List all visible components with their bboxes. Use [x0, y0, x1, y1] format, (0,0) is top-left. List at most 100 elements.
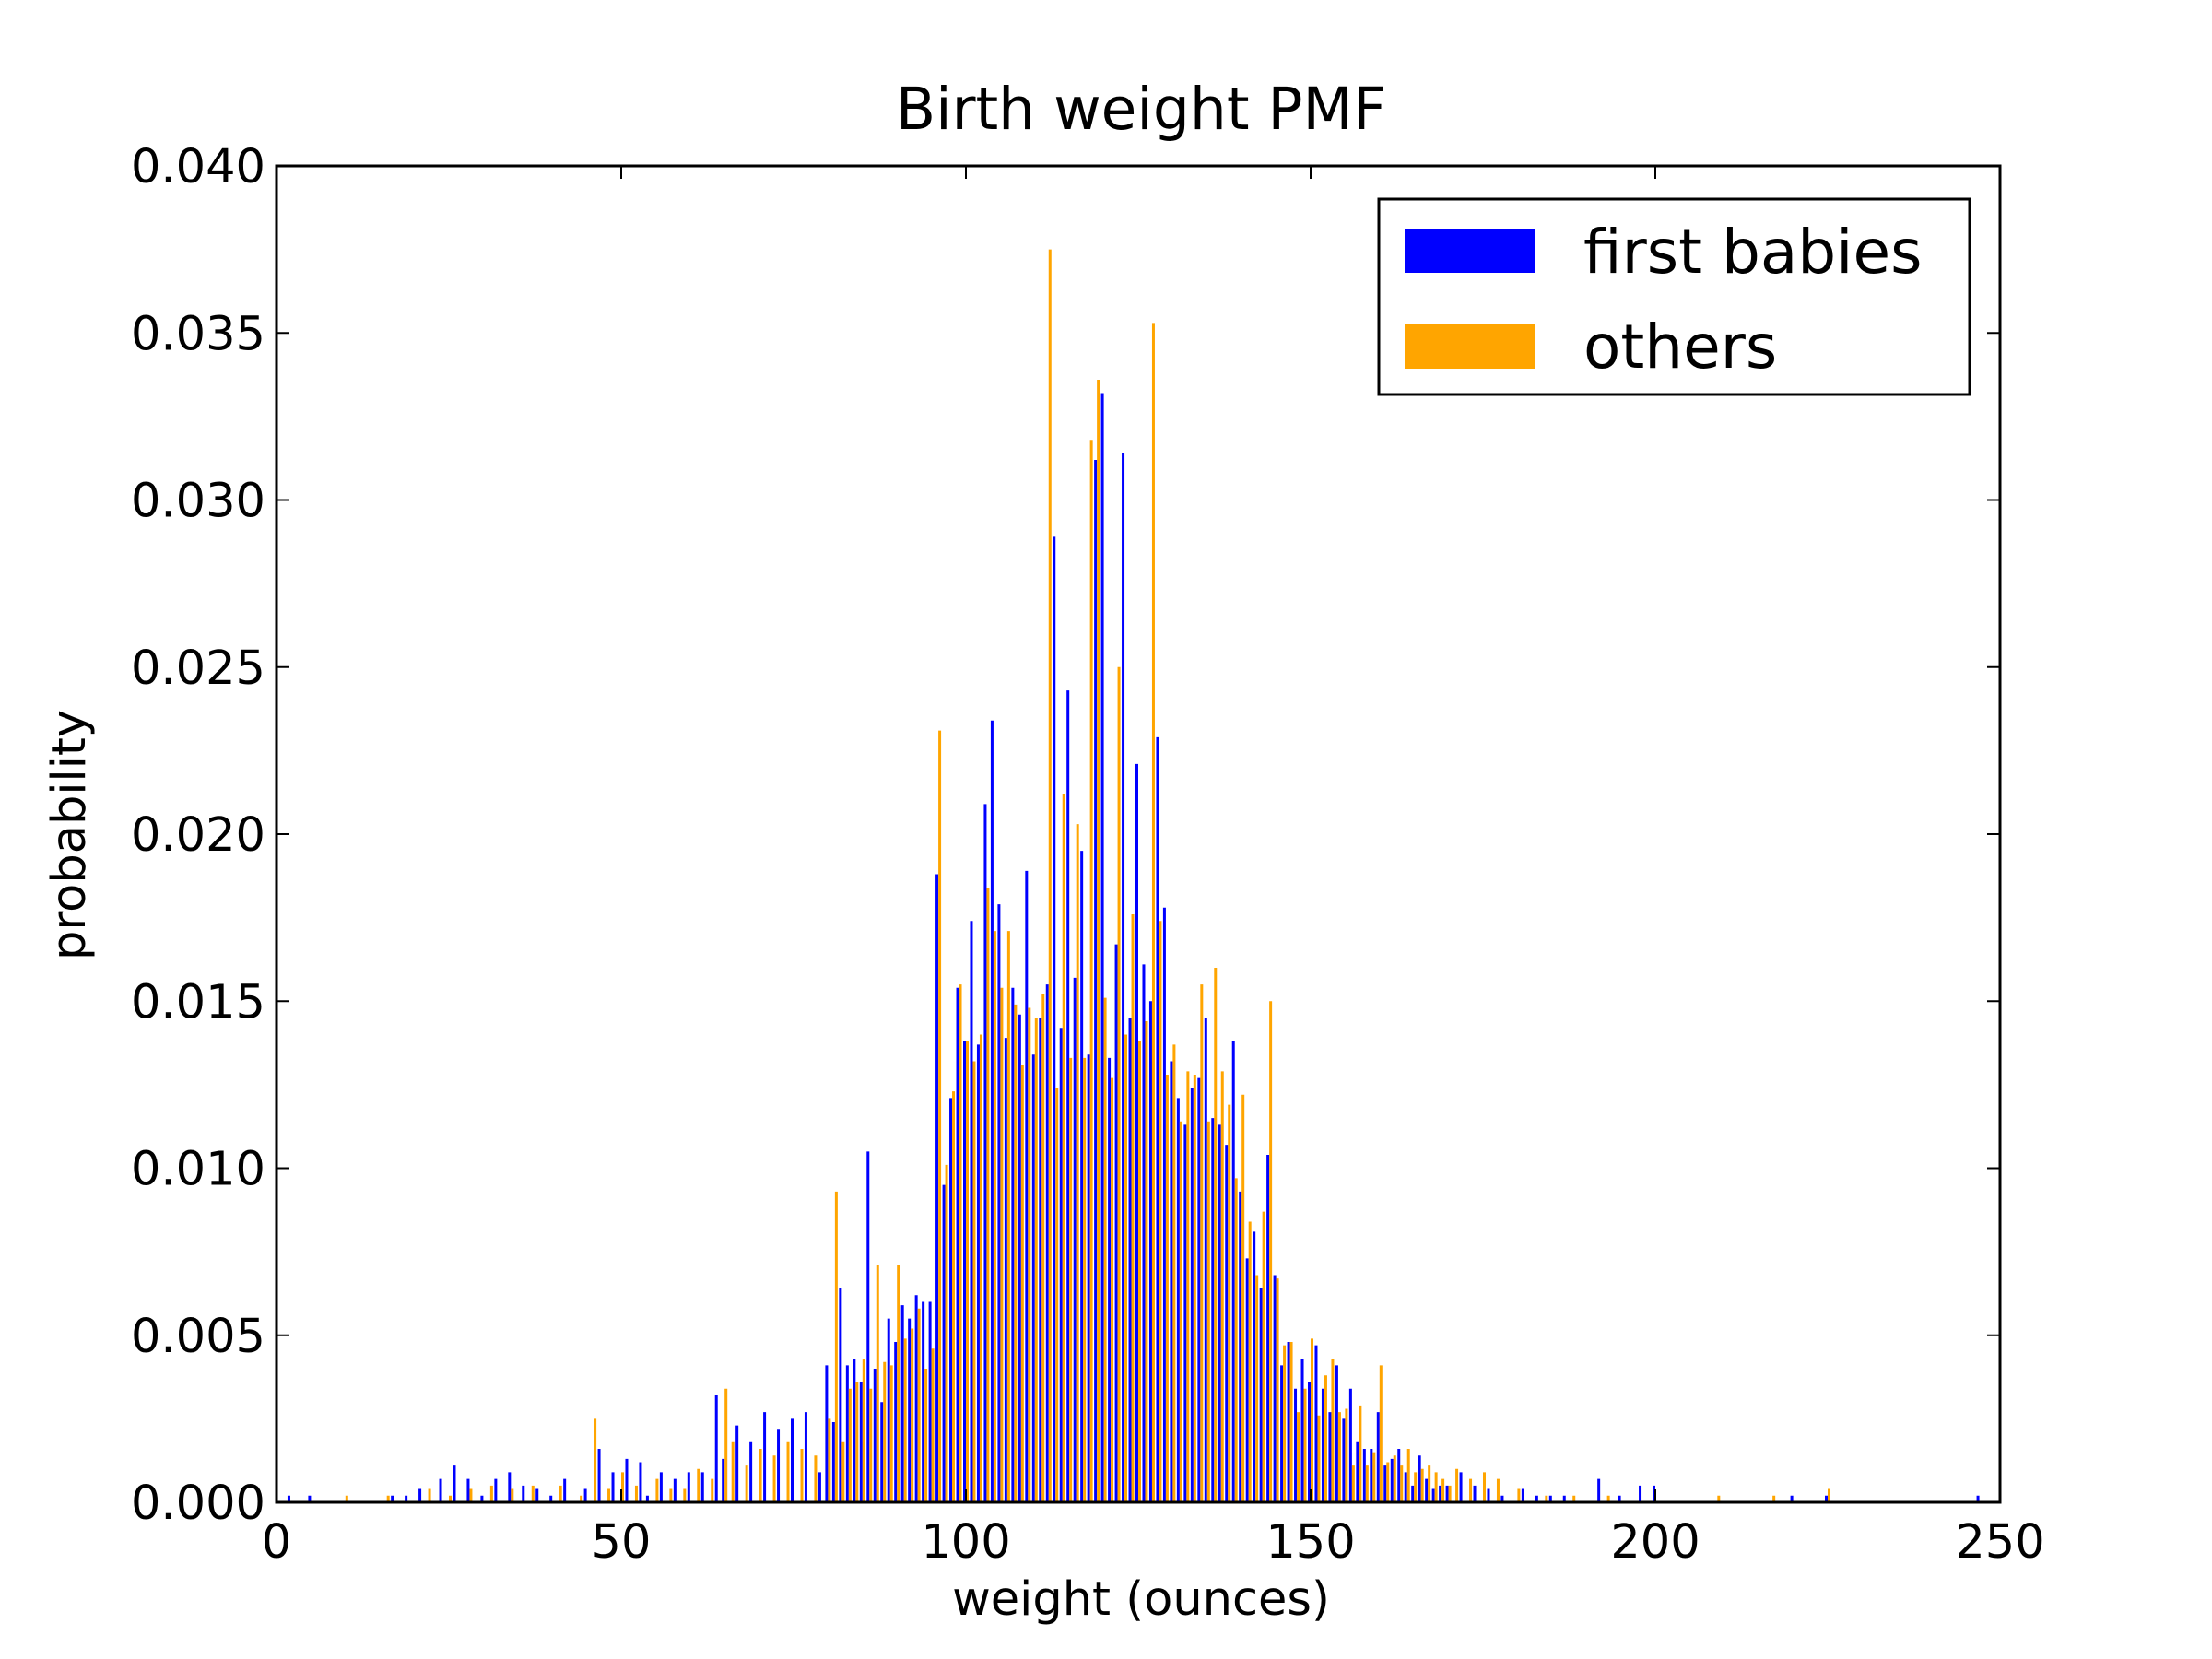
bar-others [1228, 1105, 1230, 1502]
bar-first-babies [639, 1463, 641, 1503]
bar-others [1090, 440, 1093, 1502]
bar-first-babies [1487, 1489, 1489, 1503]
y-tick-label: 0.005 [131, 1310, 265, 1364]
legend-swatch-others [1405, 324, 1535, 369]
bar-others [1352, 1465, 1355, 1502]
bar-first-babies [1101, 394, 1104, 1503]
bar-others [1407, 1449, 1410, 1502]
bar-others [1400, 1465, 1403, 1502]
bar-others [980, 1035, 982, 1503]
bar-first-babies [660, 1472, 663, 1502]
bar-others [1386, 1463, 1389, 1503]
bar-others [1441, 1479, 1444, 1502]
bar-first-babies [1046, 984, 1049, 1502]
y-tick-label: 0.030 [131, 475, 265, 529]
bar-others [1124, 1035, 1127, 1503]
bar-others [1172, 1044, 1175, 1502]
bar-others [1317, 1416, 1320, 1502]
bar-first-babies [1060, 1028, 1063, 1502]
y-tick-label: 0.000 [131, 1477, 265, 1531]
bar-others [800, 1449, 803, 1502]
bar-first-babies [1383, 1465, 1386, 1502]
bar-first-babies [991, 721, 994, 1502]
bar-first-babies [908, 1319, 911, 1502]
bar-first-babies [453, 1465, 455, 1502]
bar-others [1290, 1342, 1293, 1502]
bar-others [759, 1449, 762, 1502]
bar-others [1007, 931, 1010, 1502]
bar-first-babies [1211, 1118, 1214, 1502]
bar-others [952, 1091, 955, 1502]
bar-first-babies [1149, 1001, 1152, 1502]
bar-others [1083, 1058, 1086, 1502]
bar-others [1283, 1346, 1286, 1502]
bar-others [1338, 1412, 1341, 1502]
legend: first babies others [1379, 199, 1970, 394]
bar-first-babies [1370, 1449, 1372, 1502]
bar-others [841, 1442, 844, 1502]
bar-first-babies [901, 1305, 904, 1502]
bar-first-babies [929, 1302, 932, 1503]
bar-others [1063, 794, 1065, 1503]
bar-first-babies [735, 1426, 738, 1502]
bar-first-babies [922, 1302, 924, 1503]
bar-others [828, 1418, 830, 1502]
bar-others [946, 1165, 948, 1502]
bar-others [1345, 1409, 1347, 1503]
bar-first-babies [522, 1486, 524, 1502]
bar-first-babies [1363, 1449, 1366, 1502]
bar-others [1235, 1178, 1238, 1502]
bar-first-babies [1005, 1038, 1007, 1502]
bar-first-babies [894, 1342, 897, 1502]
bar-first-babies [1053, 536, 1055, 1502]
bar-first-babies [763, 1412, 766, 1502]
bar-others [732, 1442, 735, 1502]
y-tick-label: 0.035 [131, 307, 265, 361]
x-tick-label: 50 [592, 1515, 652, 1570]
bar-first-babies [915, 1295, 918, 1502]
bar-others [1207, 1122, 1210, 1502]
bar-first-babies [1335, 1365, 1338, 1502]
bar-others [1194, 1075, 1196, 1502]
bar-others [1241, 1095, 1244, 1502]
x-axis-label: weight (ounces) [952, 1572, 1330, 1627]
bar-first-babies [715, 1395, 718, 1502]
bar-first-babies [874, 1369, 877, 1502]
bar-others [1324, 1375, 1327, 1502]
y-tick-label: 0.020 [131, 808, 265, 863]
bar-first-babies [963, 1041, 966, 1502]
bar-first-babies [839, 1288, 841, 1502]
bar-first-babies [749, 1442, 752, 1502]
bar-first-babies [1066, 690, 1069, 1502]
bar-others [1077, 824, 1079, 1502]
bar-first-babies [1342, 1418, 1345, 1502]
bar-first-babies [1156, 737, 1159, 1502]
bar-others [1372, 1453, 1375, 1502]
bar-first-babies [1191, 1088, 1194, 1503]
bar-others [469, 1489, 472, 1503]
bar-others [787, 1442, 790, 1502]
bar-first-babies [1439, 1486, 1441, 1502]
bar-first-babies [598, 1449, 601, 1502]
bar-others [1132, 914, 1135, 1502]
bar-others [1263, 1212, 1265, 1502]
bar-others [532, 1486, 535, 1502]
bar-first-babies [674, 1479, 677, 1502]
bar-others [855, 1382, 858, 1503]
bar-others [511, 1489, 513, 1503]
bar-first-babies [1032, 1054, 1035, 1502]
bar-others [655, 1479, 658, 1502]
bar-others [1828, 1489, 1830, 1503]
bar-others [1000, 988, 1003, 1502]
bar-first-babies [1108, 1058, 1111, 1502]
bar-others [1145, 1021, 1147, 1502]
bar-others [1359, 1406, 1361, 1502]
bar-others [594, 1418, 596, 1502]
bar-first-babies [1425, 1479, 1428, 1502]
bar-others [711, 1479, 713, 1502]
bar-others [1469, 1479, 1472, 1502]
bar-others [1449, 1486, 1452, 1502]
bar-others [635, 1486, 638, 1502]
bar-others [683, 1489, 686, 1503]
